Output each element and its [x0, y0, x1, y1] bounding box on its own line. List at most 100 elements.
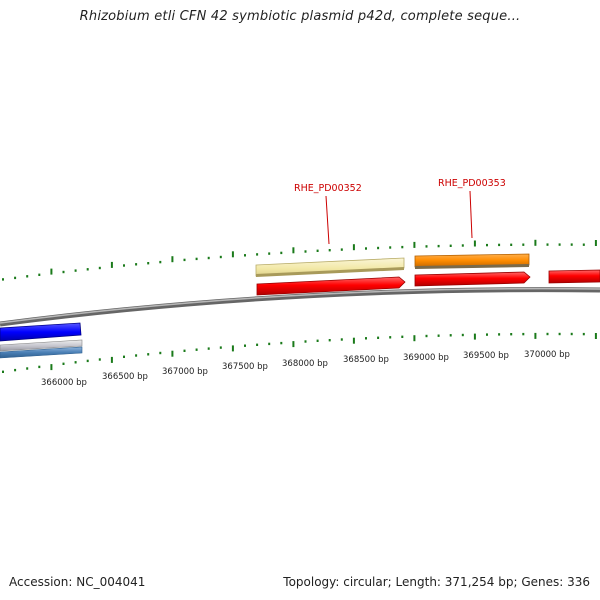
minor-tick [256, 253, 259, 256]
major-tick [473, 240, 476, 247]
minor-tick [510, 333, 513, 336]
gene-orange-underline [415, 264, 529, 269]
minor-tick [377, 336, 380, 339]
bp-label: 366000 bp [41, 378, 87, 388]
minor-tick [38, 365, 41, 369]
minor-tick [62, 362, 65, 365]
minor-tick [425, 245, 428, 248]
inner-tick-track [2, 332, 597, 373]
minor-tick [86, 268, 89, 271]
accession-text: Accession: NC_004041 [9, 575, 146, 589]
major-tick [594, 240, 597, 246]
outer-tick-track [2, 239, 597, 281]
bp-label: 369500 bp [463, 351, 509, 361]
minor-tick [219, 255, 222, 259]
gene-yellow-underline [256, 267, 404, 277]
minor-tick [401, 245, 404, 249]
minor-tick [268, 342, 271, 346]
major-tick [292, 341, 295, 348]
bp-scale-labels: 366000 bp 366500 bp 367000 bp 367500 bp … [41, 350, 570, 388]
major-tick [171, 256, 174, 263]
minor-tick [123, 355, 125, 358]
minor-tick [316, 249, 319, 252]
rhe-pd00352-leader-line [325, 195, 330, 245]
minor-tick [74, 269, 77, 272]
minor-tick [14, 276, 17, 280]
minor-tick [449, 334, 452, 337]
minor-tick [207, 347, 210, 350]
minor-tick [147, 353, 150, 356]
minor-tick [377, 246, 380, 250]
gene-steel-left[interactable] [0, 346, 83, 359]
minor-tick [98, 266, 101, 270]
minor-tick [340, 248, 343, 251]
bp-label: 368500 bp [343, 355, 389, 365]
major-tick [171, 350, 174, 357]
minor-tick [147, 262, 150, 265]
minor-tick [304, 250, 307, 253]
minor-tick [316, 339, 319, 342]
minor-tick [340, 338, 343, 341]
minor-tick [135, 354, 138, 357]
minor-tick [461, 333, 464, 337]
gene-label-rhe-pd00353[interactable]: RHE_PD00353 [438, 178, 506, 189]
bp-label: 367000 bp [162, 367, 208, 377]
gene-label-rhe-pd00352[interactable]: RHE_PD00352 [294, 183, 362, 194]
minor-tick [582, 332, 585, 336]
minor-tick [570, 243, 573, 246]
major-tick [352, 244, 355, 251]
minor-tick [14, 368, 17, 372]
minor-tick [389, 336, 392, 339]
bp-label: 370000 bp [524, 350, 570, 360]
gene-red-right[interactable] [548, 269, 600, 284]
minor-tick [558, 243, 561, 246]
plasmid-backbone [0, 287, 600, 327]
gene-silver-left[interactable] [0, 339, 83, 352]
minor-tick [486, 243, 488, 247]
minor-tick [280, 251, 283, 255]
major-tick [50, 268, 53, 275]
bp-label: 367500 bp [222, 362, 268, 372]
major-tick [50, 364, 53, 371]
minor-tick [401, 335, 404, 338]
major-tick [110, 356, 113, 363]
minor-tick [159, 351, 162, 355]
minor-tick [522, 332, 525, 336]
gene-blue-left[interactable] [0, 322, 82, 342]
minor-tick [425, 334, 428, 338]
minor-tick [328, 249, 331, 252]
minor-tick [244, 254, 246, 257]
minor-tick [437, 334, 440, 337]
minor-tick [268, 252, 271, 255]
minor-tick [365, 337, 367, 340]
minor-tick [123, 264, 125, 267]
bp-label: 369000 bp [403, 353, 449, 363]
minor-tick [498, 243, 501, 247]
minor-tick [365, 247, 367, 250]
minor-tick [26, 367, 29, 370]
minor-tick [98, 358, 101, 361]
minor-tick [135, 263, 138, 266]
minor-tick [207, 256, 210, 260]
minor-tick [328, 339, 331, 342]
major-tick [292, 247, 295, 254]
minor-tick [546, 243, 549, 246]
rhe-pd00353-leader-line [469, 190, 473, 239]
gene-red-rhe-pd00352[interactable] [256, 276, 406, 296]
major-tick [413, 241, 416, 248]
minor-tick [74, 361, 77, 364]
minor-tick [570, 332, 573, 336]
major-tick [473, 333, 476, 340]
minor-tick [461, 244, 464, 247]
minor-tick [304, 340, 307, 343]
major-tick [413, 335, 416, 342]
minor-tick [26, 275, 29, 278]
minor-tick [2, 370, 4, 373]
gene-red-rhe-pd00353[interactable] [414, 271, 531, 287]
minor-tick [582, 243, 585, 246]
minor-tick [522, 243, 525, 246]
minor-tick [389, 246, 392, 249]
major-tick [534, 332, 537, 339]
minor-tick [486, 333, 488, 336]
